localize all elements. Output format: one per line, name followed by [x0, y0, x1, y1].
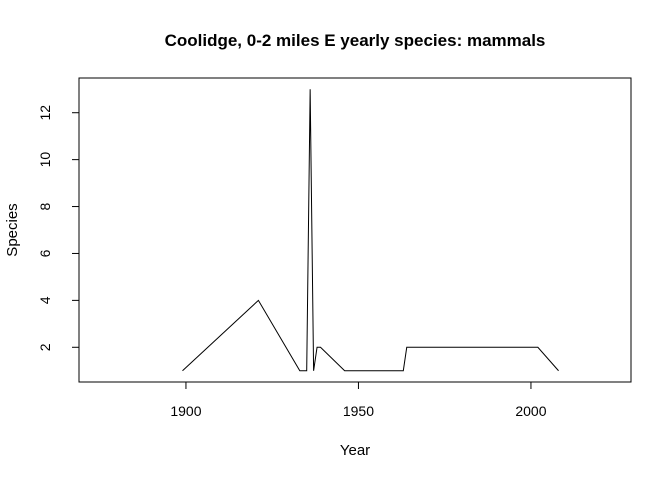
- y-tick-label: 8: [37, 202, 53, 210]
- x-axis-label: Year: [340, 442, 370, 459]
- series-group: [182, 89, 559, 372]
- x-tick-label: 1900: [170, 403, 201, 419]
- chart-title: Coolidge, 0-2 miles E yearly species: ma…: [165, 31, 546, 50]
- x-tick-label: 1950: [343, 403, 374, 419]
- y-tick-label: 6: [37, 249, 53, 257]
- x-tick-label: 2000: [515, 403, 546, 419]
- y-tick-label: 2: [37, 343, 53, 351]
- x-axis: 1900 1950 2000: [170, 381, 547, 419]
- y-tick-label: 10: [37, 152, 53, 168]
- y-axis-label: Species: [4, 203, 21, 256]
- y-tick-label: 4: [37, 296, 53, 304]
- y-axis: 2 4 6 8 10 12: [37, 105, 80, 351]
- series-line: [182, 89, 559, 372]
- plot-frame: [78, 77, 632, 383]
- y-tick-label: 12: [37, 105, 53, 121]
